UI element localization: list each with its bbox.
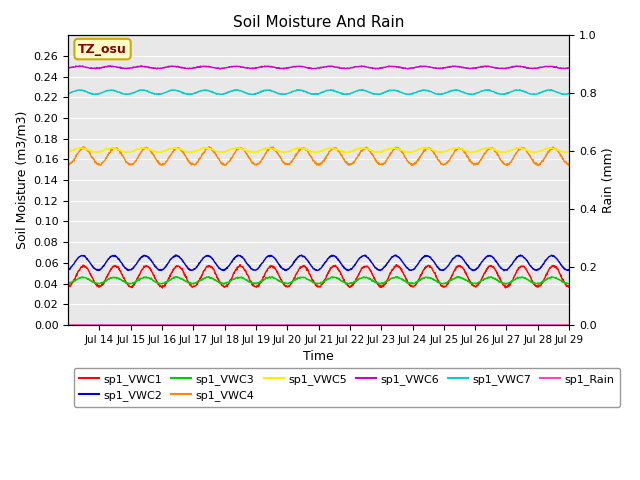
- Title: Soil Moisture And Rain: Soil Moisture And Rain: [233, 15, 404, 30]
- X-axis label: Time: Time: [303, 350, 334, 363]
- Text: TZ_osu: TZ_osu: [78, 43, 127, 56]
- Y-axis label: Soil Moisture (m3/m3): Soil Moisture (m3/m3): [15, 111, 28, 249]
- Y-axis label: Rain (mm): Rain (mm): [602, 147, 615, 213]
- Legend: sp1_VWC1, sp1_VWC2, sp1_VWC3, sp1_VWC4, sp1_VWC5, sp1_VWC6, sp1_VWC7, sp1_Rain: sp1_VWC1, sp1_VWC2, sp1_VWC3, sp1_VWC4, …: [74, 368, 620, 407]
